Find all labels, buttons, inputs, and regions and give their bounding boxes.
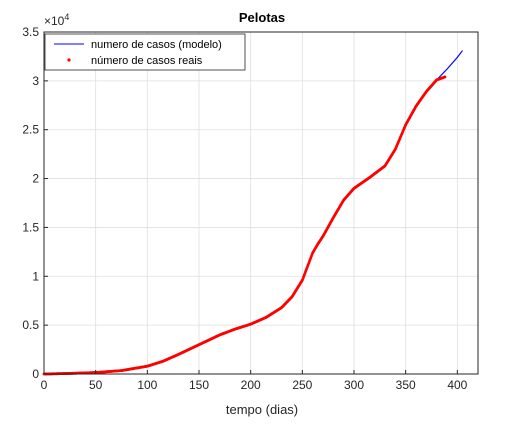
y-exponent-multiplier: ×104 bbox=[44, 12, 69, 28]
y-exponent-base: ×10 bbox=[44, 14, 65, 28]
x-tick-label: 150 bbox=[189, 378, 209, 392]
y-tick-label: 1.5 bbox=[22, 220, 39, 234]
axis-ticks: 0 50 100 150 200 250 300 350 400 0 0.5 1 1.5 2 2.5 3 3.5 bbox=[22, 25, 467, 392]
x-tick-label: 300 bbox=[344, 378, 364, 392]
y-tick-label: 2 bbox=[32, 172, 39, 186]
x-tick-label: 100 bbox=[137, 378, 157, 392]
y-tick-label: 2.5 bbox=[22, 123, 39, 137]
y-tick-label: 3 bbox=[32, 74, 39, 88]
x-tick-label: 0 bbox=[41, 378, 48, 392]
y-tick-label: 0.5 bbox=[22, 318, 39, 332]
legend-label-real: número de casos reais bbox=[91, 55, 203, 67]
y-exponent-power: 4 bbox=[64, 12, 69, 22]
legend-box bbox=[44, 33, 246, 71]
axes-box bbox=[43, 31, 479, 375]
legend-label-model: numero de casos (modelo) bbox=[91, 39, 222, 51]
legend-swatch-real-points bbox=[67, 58, 71, 62]
x-axis-label: tempo (dias) bbox=[226, 402, 298, 417]
data-point-real bbox=[443, 75, 447, 79]
x-tick-label: 250 bbox=[292, 378, 312, 392]
x-tick-label: 200 bbox=[241, 378, 261, 392]
y-tick-label: 3.5 bbox=[22, 25, 39, 39]
legend: numero de casos (modelo) número de casos… bbox=[44, 33, 246, 71]
y-tick-label: 1 bbox=[32, 269, 39, 283]
plot-area bbox=[44, 32, 478, 374]
x-tick-label: 50 bbox=[89, 378, 103, 392]
chart-title: Pelotas bbox=[239, 10, 285, 25]
y-tick-label: 0 bbox=[32, 367, 39, 381]
x-tick-label: 350 bbox=[396, 378, 416, 392]
x-tick-label: 400 bbox=[447, 378, 467, 392]
